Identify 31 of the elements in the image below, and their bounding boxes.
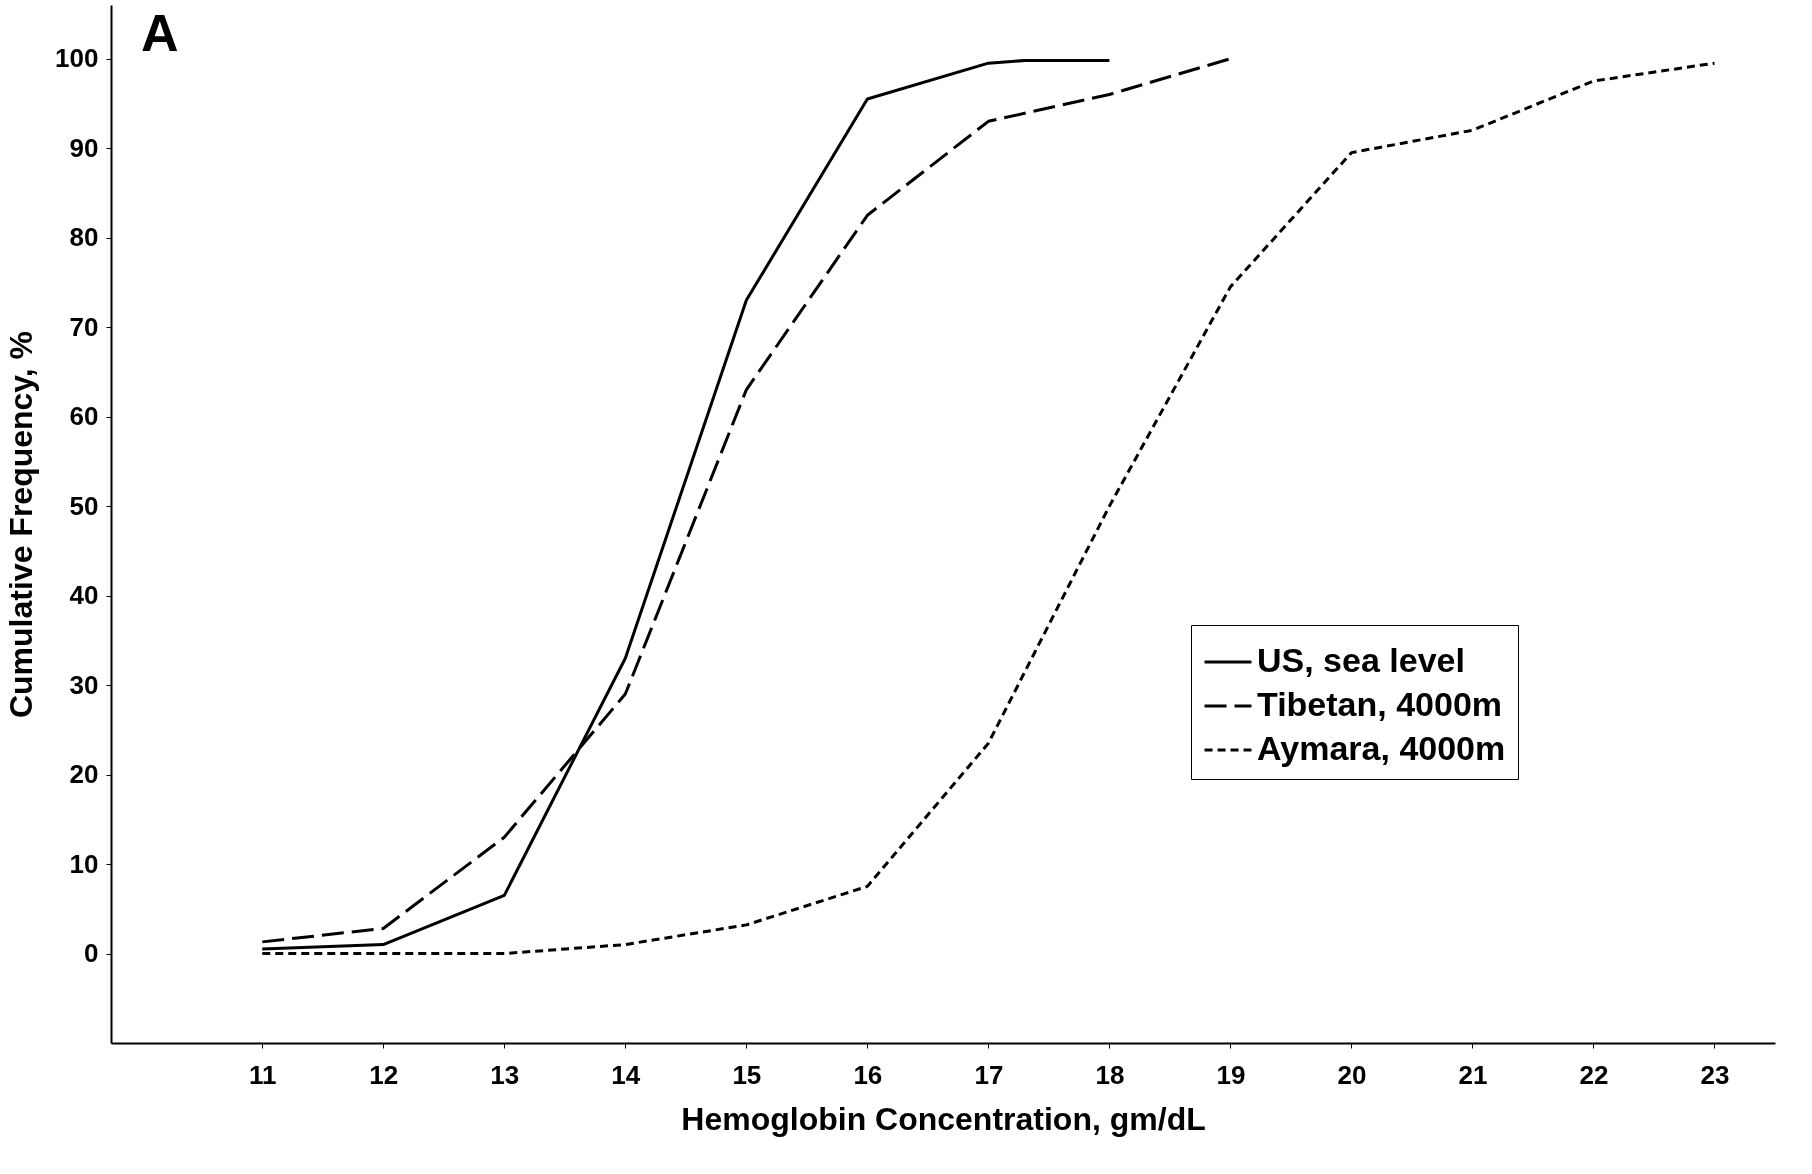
x-tick-label: 18 <box>1095 1059 1125 1090</box>
x-tick-label: 17 <box>974 1059 1004 1090</box>
y-tick-label: 50 <box>69 490 99 521</box>
line-series <box>260 61 1716 956</box>
y-axis-title: Cumulative Frequency, % <box>3 330 40 719</box>
y-tick-label: 40 <box>69 580 99 611</box>
x-axis-title: Hemoglobin Concentration, gm/dL <box>681 1100 1206 1137</box>
x-tick-label: 15 <box>732 1059 762 1090</box>
y-tick-label: 100 <box>55 43 99 74</box>
y-tick-label: 60 <box>69 401 99 432</box>
x-tick-label: 14 <box>611 1059 641 1090</box>
x-tick-label: 22 <box>1579 1059 1609 1090</box>
x-tick-label: 21 <box>1458 1059 1488 1090</box>
x-tick-label: 12 <box>369 1059 399 1090</box>
legend-label: Tibetan, 4000m <box>1257 685 1503 723</box>
annotation: A <box>141 4 179 62</box>
legend-label: Aymara, 4000m <box>1257 729 1506 767</box>
legend-label: US, sea level <box>1257 641 1465 679</box>
y-tick-label: 30 <box>69 669 99 700</box>
y-tick-label: 70 <box>69 311 99 342</box>
x-tick-label: 11 <box>249 1059 277 1090</box>
x-tick-label: 13 <box>490 1059 520 1090</box>
y-tick-label: 20 <box>69 759 99 790</box>
x-tick-label: 19 <box>1216 1059 1246 1090</box>
y-tick-label: 80 <box>69 222 99 253</box>
y-tick-label: 0 <box>84 938 99 969</box>
y-tick-label: 90 <box>69 132 99 163</box>
x-tick-label: 16 <box>853 1059 883 1090</box>
x-tick-label: 23 <box>1700 1059 1730 1090</box>
x-tick-label: 20 <box>1337 1059 1367 1090</box>
y-tick-label: 10 <box>69 848 99 879</box>
